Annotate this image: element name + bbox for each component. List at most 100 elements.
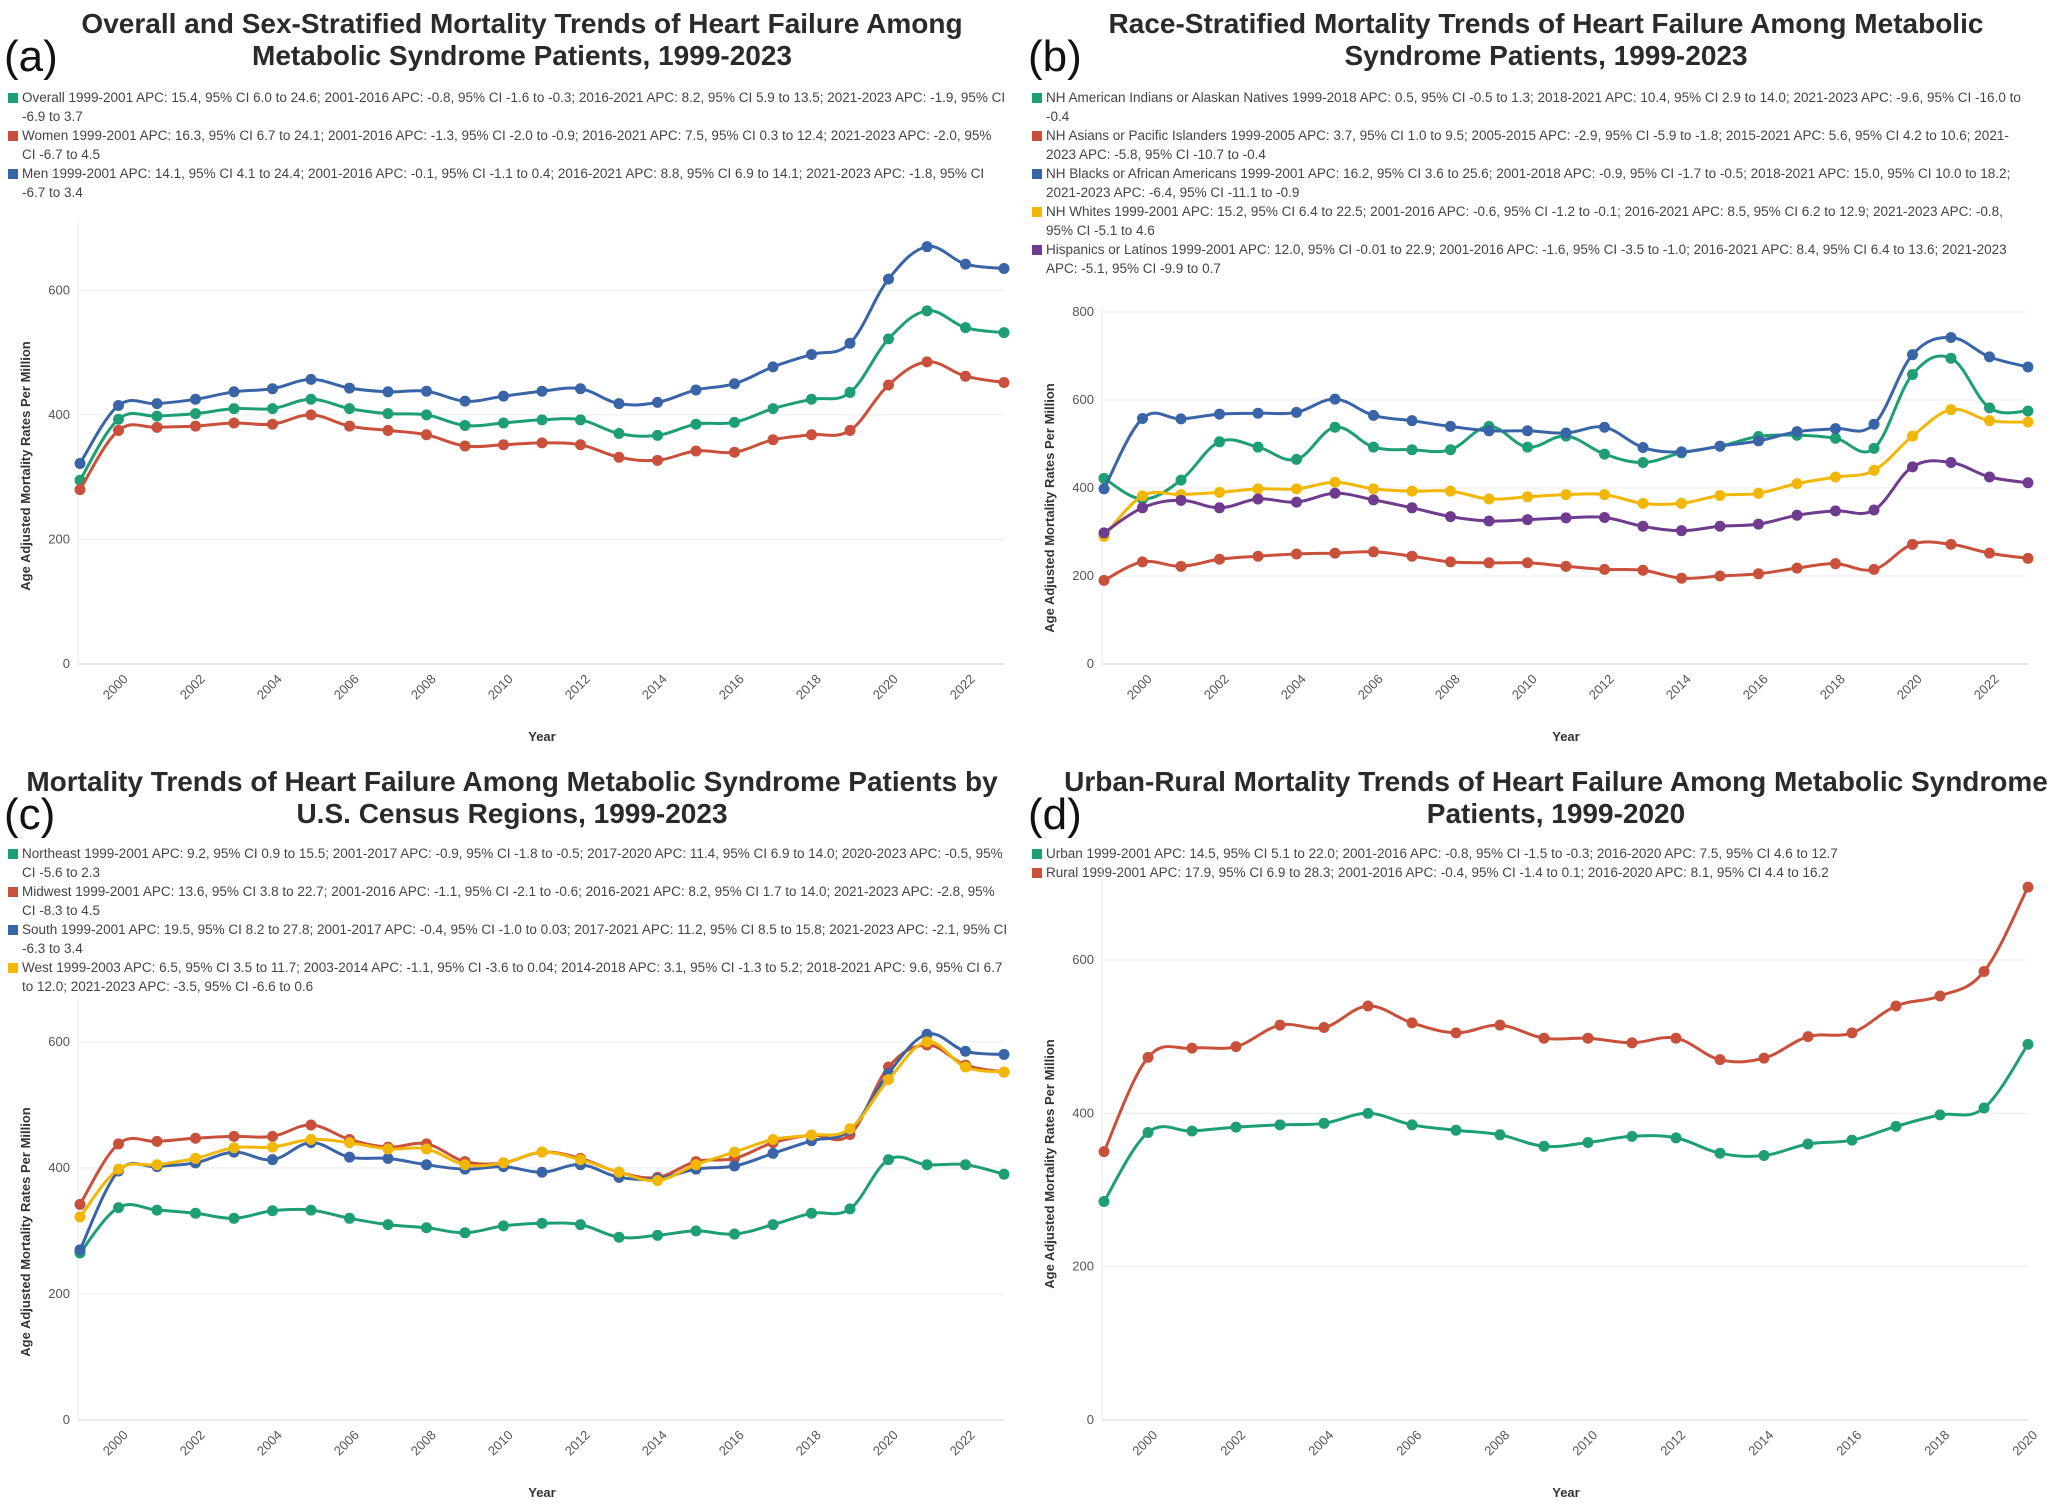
x-tick-label: 2006 [1355,671,1386,702]
legend-label: Men 1999-2001 APC: 14.1, 95% CI 4.1 to 2… [22,166,985,200]
data-point [806,348,817,360]
data-point [1984,415,1995,427]
x-tick-label: 2016 [1833,1427,1864,1458]
x-tick-label: 2006 [1393,1427,1424,1458]
data-point [806,429,817,441]
data-point [883,1154,894,1166]
data-point [459,419,471,431]
series-line-men [78,245,1005,465]
data-point [1830,471,1841,483]
data-point [1984,471,1995,483]
data-point [382,1219,394,1231]
data-point [1890,1000,1902,1012]
y-tick-label: 600 [1072,392,1094,407]
data-point [113,424,124,436]
data-point [690,1159,702,1171]
data-point [1252,441,1264,453]
legend-label: Hispanics or Latinos 1999-2001 APC: 12.0… [1046,242,2007,276]
data-point [1291,496,1302,508]
y-tick-label: 600 [1072,952,1094,967]
data-point [613,428,625,440]
data-point [267,1141,278,1153]
legend-swatch [8,849,18,859]
data-point [1637,520,1649,532]
data-point [1142,1051,1154,1063]
legend: Urban 1999-2001 APC: 14.5, 95% CI 5.1 to… [1032,844,2032,882]
x-tick-label: 2006 [331,671,362,702]
data-point [2022,477,2034,489]
data-point [921,1028,933,1040]
data-point [998,327,1010,339]
data-point [1830,505,1841,517]
data-point [1483,493,1495,505]
x-tick-label: 2004 [1305,1427,1336,1458]
data-point [151,421,163,433]
data-point [1329,476,1341,488]
data-point [113,1138,124,1150]
x-tick-label: 2016 [716,1427,747,1458]
y-tick-label: 400 [48,407,70,422]
data-point [1186,1042,1198,1054]
data-point [536,1146,548,1158]
data-point [883,273,894,285]
data-point [1560,512,1572,524]
data-point [1318,1021,1330,1033]
data-point [382,386,394,398]
x-tick-label: 2004 [1278,671,1309,702]
y-axis-title: Age Adjusted Mortality Rates Per Million [18,341,33,591]
data-point [1522,425,1533,437]
data-point [1522,491,1533,503]
data-point [1560,560,1572,572]
x-tick-label: 2010 [485,1427,516,1458]
legend-swatch [1032,849,1042,859]
y-tick-label: 0 [1087,1412,1094,1427]
y-axis-title: Age Adjusted Mortality Rates Per Million [18,1107,33,1357]
data-point [113,413,124,425]
data-point [536,1217,548,1229]
data-point [1230,1121,1242,1133]
data-point [344,382,355,394]
data-point [1945,456,1957,468]
data-point [74,1211,86,1223]
legend-item-midwest: Midwest 1999-2001 APC: 13.6, 95% CI 3.8 … [8,882,1008,920]
legend-item-black: NH Blacks or African Americans 1999-2001… [1032,164,2032,202]
data-point [1445,485,1456,497]
data-point [113,400,124,412]
legend-label: Women 1999-2001 APC: 16.3, 95% CI 6.7 to… [22,128,992,162]
data-point [2022,552,2034,564]
data-point [459,1227,471,1239]
data-point [652,1229,663,1241]
data-point [305,373,317,385]
data-point [344,420,355,432]
data-point [1274,1119,1286,1131]
x-tick-label: 2018 [1817,671,1848,702]
legend-swatch [1032,93,1042,103]
data-point [1868,464,1880,476]
legend-item-south: South 1999-2001 APC: 19.5, 95% CI 8.2 to… [8,920,1008,958]
data-point [1291,483,1302,495]
y-tick-label: 800 [1072,304,1094,319]
data-point [1230,1041,1242,1053]
legend-swatch [1032,169,1042,179]
data-point [613,451,625,463]
data-point [1802,1138,1814,1150]
data-point [806,393,817,405]
x-tick-label: 2008 [408,671,439,702]
data-point [1582,1032,1594,1044]
data-point [1522,514,1533,526]
data-point [1406,485,1418,497]
panel-letter: (d) [1028,790,1082,839]
data-point [74,457,86,469]
legend-label: Overall 1999-2001 APC: 15.4, 95% CI 6.0 … [22,90,1006,124]
panel-letter: (c) [4,790,56,839]
data-point [536,414,548,426]
data-point [1214,553,1225,565]
data-point [1098,1146,1110,1158]
data-point [74,1244,86,1256]
data-point [1318,1117,1330,1129]
data-point [498,1157,509,1169]
y-tick-label: 200 [1072,568,1094,583]
data-point [1406,415,1418,427]
legend-item-west: West 1999-2003 APC: 6.5, 95% CI 3.5 to 1… [8,958,1008,996]
data-point [421,385,432,397]
